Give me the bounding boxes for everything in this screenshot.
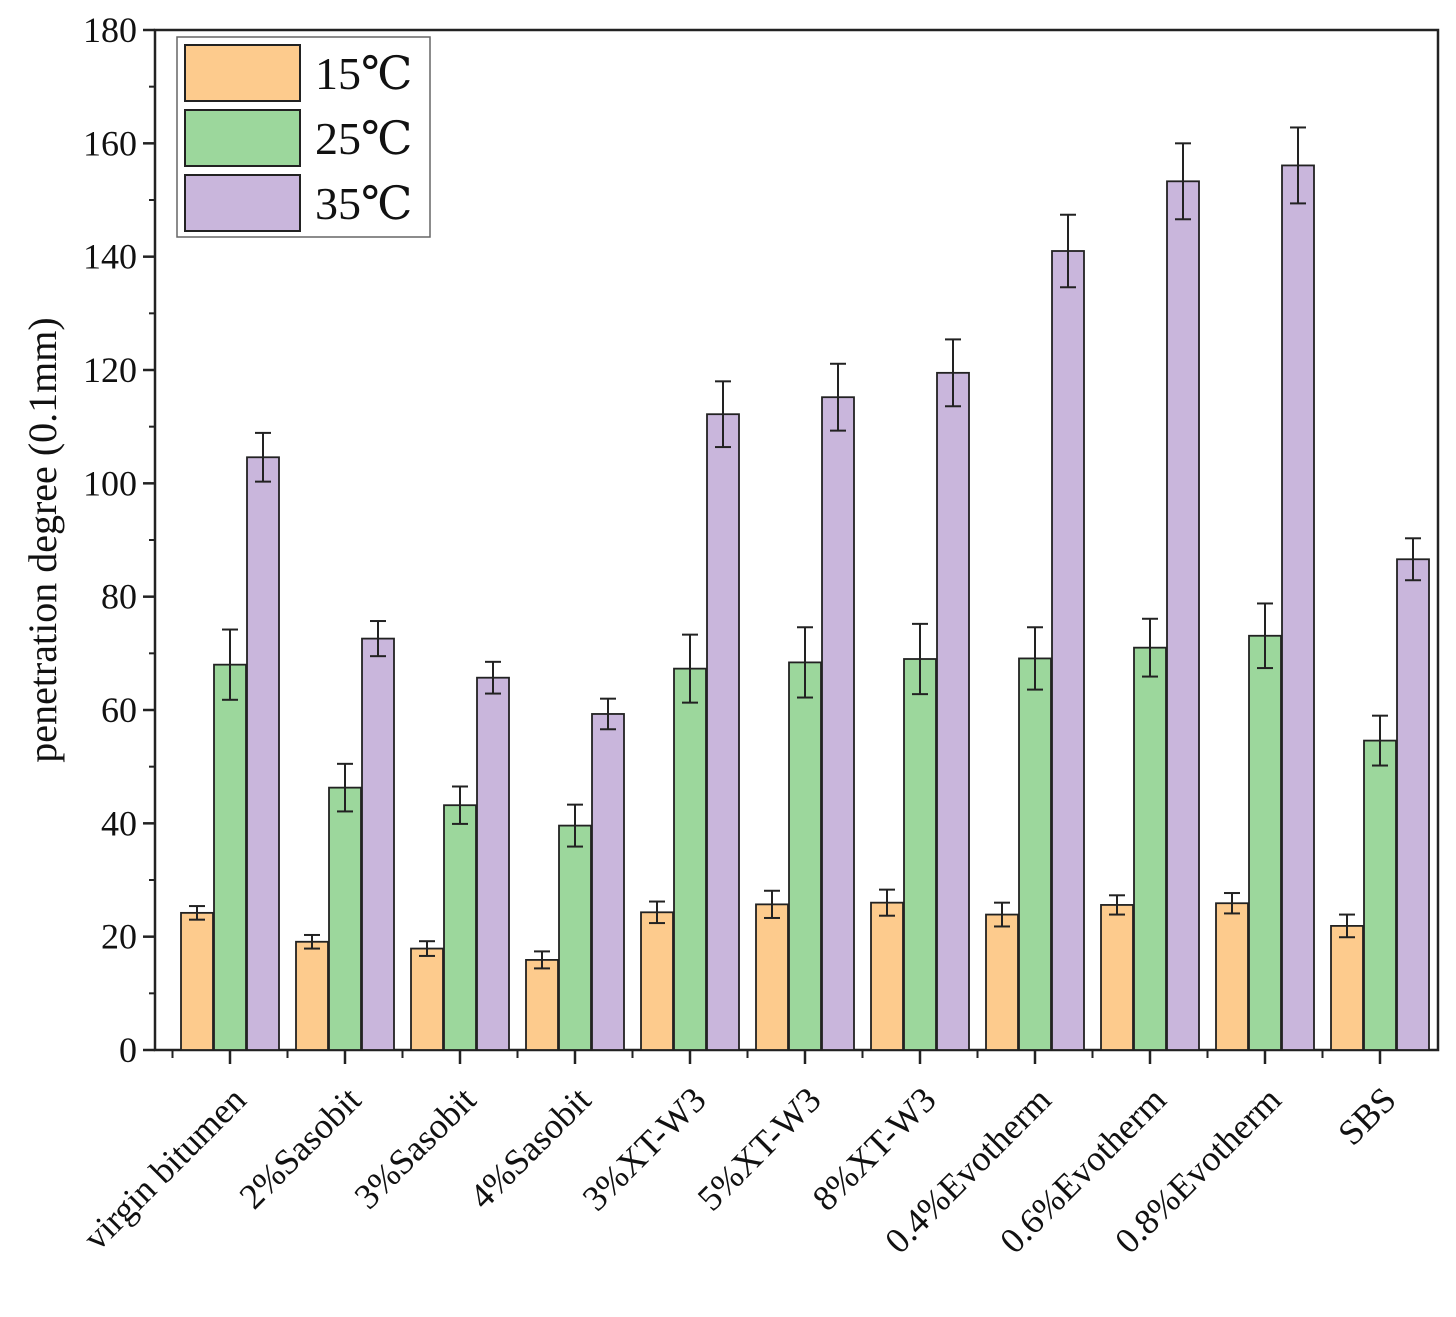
x-category-label: SBS — [1330, 1079, 1404, 1153]
y-axis-title: penetration degree (0.1mm) — [20, 317, 65, 762]
bar — [328, 786, 362, 1051]
bar — [591, 713, 625, 1051]
y-tick-label: 60 — [101, 690, 137, 730]
bar — [443, 804, 477, 1051]
bar — [755, 903, 789, 1051]
bar — [476, 676, 510, 1051]
x-category-label: 3%XT-W3 — [575, 1079, 714, 1218]
y-tick-label: 120 — [83, 350, 137, 390]
bar — [788, 661, 822, 1051]
x-category-label: 4%Sasobit — [461, 1079, 598, 1216]
bar — [213, 663, 247, 1051]
x-category-label: 5%XT-W3 — [690, 1079, 829, 1218]
bar — [673, 667, 707, 1051]
legend-label: 35℃ — [315, 178, 412, 229]
bar — [985, 913, 1019, 1051]
bar — [1281, 164, 1315, 1051]
legend-swatch — [184, 109, 301, 167]
y-axis: 0 20 40 60 80 100 120 140 160 180 — [83, 10, 155, 1070]
bar — [1133, 646, 1167, 1051]
bar — [1166, 180, 1200, 1051]
x-category-label: 3%Sasobit — [346, 1079, 483, 1216]
bar — [936, 371, 970, 1051]
bar — [1100, 904, 1134, 1051]
bar — [821, 396, 855, 1051]
bar — [1330, 925, 1364, 1051]
bar — [295, 940, 329, 1051]
bars-layer — [180, 164, 1430, 1051]
legend-swatch — [184, 174, 301, 232]
bar — [525, 959, 559, 1051]
y-tick-label: 20 — [101, 917, 137, 957]
y-tick-label: 0 — [119, 1030, 137, 1070]
bar — [361, 637, 395, 1051]
error-bars-layer — [189, 126, 1421, 970]
x-category-label: virgin bitumen — [75, 1079, 253, 1257]
x-category-label: 2%Sasobit — [231, 1079, 368, 1216]
bar — [410, 947, 444, 1051]
x-axis: virgin bitumen2%Sasobit3%Sasobit4%Sasobi… — [75, 1050, 1404, 1261]
y-tick-label: 100 — [83, 463, 137, 503]
y-tick-label: 160 — [83, 123, 137, 163]
legend: 15℃ 25℃ 35℃ — [176, 36, 431, 238]
y-tick-label: 40 — [101, 803, 137, 843]
bar — [706, 413, 740, 1051]
y-tick-label: 180 — [83, 10, 137, 50]
y-tick-label: 80 — [101, 577, 137, 617]
bar — [246, 456, 280, 1051]
bar — [180, 911, 214, 1051]
bar — [1396, 558, 1430, 1051]
bar — [640, 911, 674, 1051]
bar — [1248, 634, 1282, 1051]
bar — [1215, 902, 1249, 1051]
legend-label: 25℃ — [315, 113, 412, 164]
bar — [558, 824, 592, 1051]
bar — [1018, 657, 1052, 1051]
bar — [903, 658, 937, 1051]
legend-label: 15℃ — [315, 48, 412, 99]
bar — [1051, 250, 1085, 1051]
y-tick-label: 140 — [83, 237, 137, 277]
legend-swatch — [184, 44, 301, 102]
bar — [870, 901, 904, 1051]
bar — [1363, 739, 1397, 1051]
